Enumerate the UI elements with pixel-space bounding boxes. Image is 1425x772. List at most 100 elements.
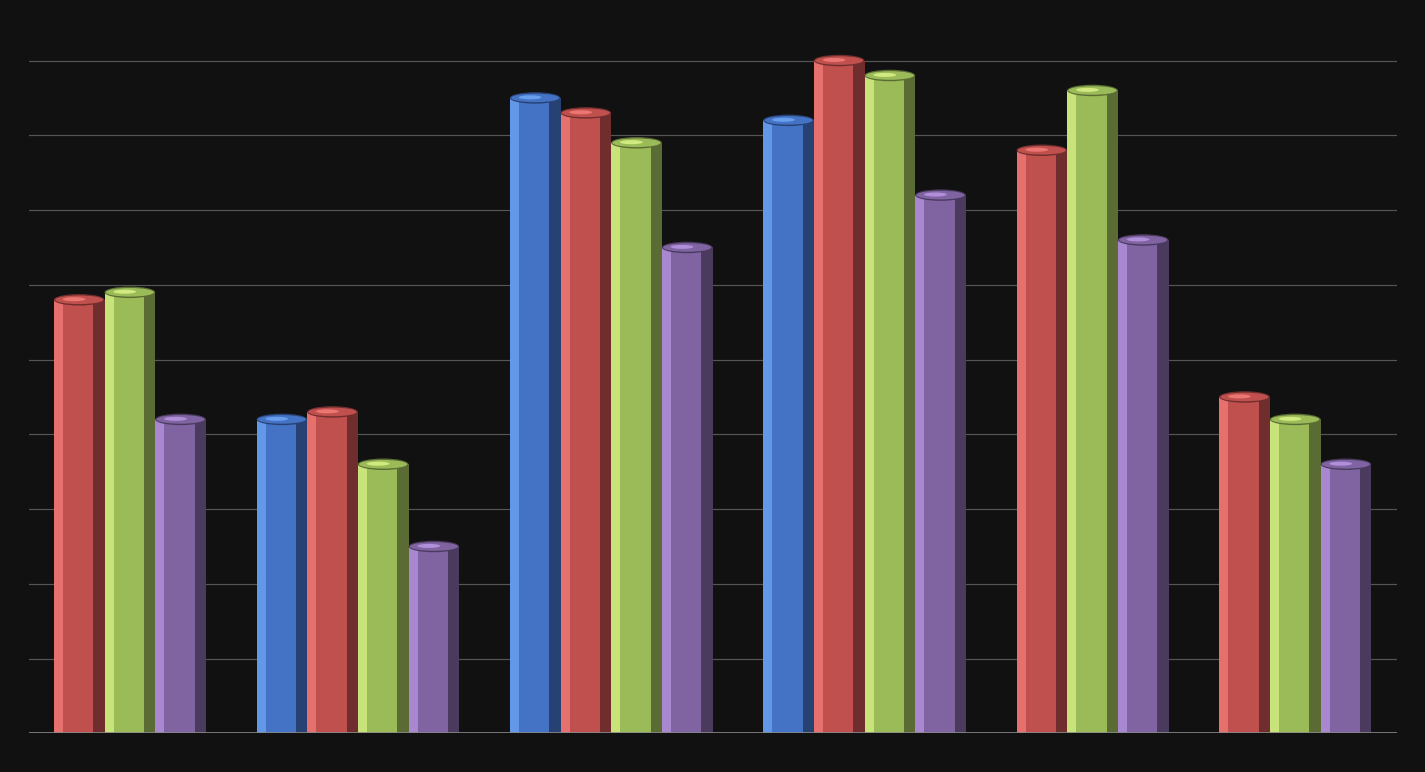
Ellipse shape (1220, 391, 1270, 403)
Ellipse shape (764, 114, 814, 126)
Bar (358, 464, 368, 733)
Ellipse shape (358, 459, 409, 470)
Ellipse shape (54, 294, 104, 306)
Ellipse shape (265, 417, 288, 421)
Bar (915, 195, 925, 733)
Bar (256, 419, 265, 733)
Ellipse shape (1117, 234, 1168, 245)
Ellipse shape (1067, 85, 1117, 96)
Bar (611, 143, 661, 733)
Ellipse shape (105, 288, 154, 296)
Ellipse shape (1069, 86, 1117, 95)
Bar (661, 248, 671, 733)
Bar (296, 419, 308, 733)
Ellipse shape (671, 245, 694, 249)
Ellipse shape (611, 137, 661, 148)
Bar (1220, 397, 1228, 733)
Bar (155, 419, 205, 733)
Bar (104, 293, 114, 733)
Ellipse shape (613, 138, 661, 147)
Ellipse shape (661, 242, 712, 253)
Bar (764, 120, 814, 733)
Bar (915, 195, 966, 733)
Bar (854, 60, 865, 733)
Ellipse shape (874, 73, 896, 77)
Bar (1016, 151, 1067, 733)
Ellipse shape (915, 189, 966, 201)
Ellipse shape (366, 462, 389, 466)
Bar (398, 464, 409, 733)
Bar (409, 547, 459, 733)
Ellipse shape (866, 71, 913, 80)
Ellipse shape (1017, 146, 1066, 154)
Bar (144, 293, 155, 733)
Ellipse shape (1127, 237, 1150, 242)
Ellipse shape (923, 192, 946, 197)
Ellipse shape (1321, 459, 1371, 470)
Ellipse shape (155, 414, 205, 425)
Ellipse shape (258, 415, 306, 424)
Ellipse shape (308, 408, 356, 416)
Ellipse shape (308, 406, 358, 418)
Ellipse shape (560, 107, 611, 119)
Bar (560, 113, 611, 733)
Bar (54, 300, 63, 733)
Bar (1067, 90, 1117, 733)
Bar (1220, 397, 1270, 733)
Bar (611, 143, 620, 733)
Bar (701, 248, 712, 733)
Ellipse shape (1119, 235, 1167, 244)
Ellipse shape (1228, 394, 1251, 398)
Ellipse shape (1016, 144, 1067, 156)
Bar (308, 412, 316, 733)
Bar (54, 300, 104, 733)
Bar (661, 248, 712, 733)
Bar (510, 98, 560, 733)
Bar (346, 412, 358, 733)
Ellipse shape (620, 141, 643, 144)
Bar (955, 195, 966, 733)
Ellipse shape (1270, 414, 1321, 425)
Bar (1321, 464, 1371, 733)
Ellipse shape (561, 109, 610, 117)
Ellipse shape (1278, 417, 1301, 421)
Bar (447, 547, 459, 733)
Bar (651, 143, 661, 733)
Bar (1321, 464, 1330, 733)
Bar (1067, 90, 1076, 733)
Ellipse shape (1330, 462, 1352, 466)
Ellipse shape (1220, 393, 1268, 401)
Bar (1117, 240, 1127, 733)
Bar (104, 293, 155, 733)
Bar (1117, 240, 1168, 733)
Bar (802, 120, 814, 733)
Bar (1258, 397, 1270, 733)
Ellipse shape (865, 69, 915, 81)
Bar (358, 464, 409, 733)
Ellipse shape (1026, 147, 1049, 151)
Ellipse shape (822, 58, 845, 62)
Ellipse shape (772, 118, 795, 122)
Bar (560, 113, 570, 733)
Ellipse shape (519, 95, 542, 100)
Ellipse shape (359, 460, 408, 469)
Ellipse shape (56, 296, 103, 304)
Ellipse shape (409, 540, 459, 552)
Ellipse shape (570, 110, 593, 114)
Ellipse shape (410, 542, 457, 550)
Ellipse shape (815, 56, 864, 65)
Bar (865, 76, 874, 733)
Bar (1359, 464, 1371, 733)
Bar (308, 412, 358, 733)
Ellipse shape (1076, 88, 1099, 92)
Ellipse shape (1322, 460, 1369, 469)
Ellipse shape (916, 191, 965, 199)
Ellipse shape (63, 297, 86, 301)
Ellipse shape (114, 290, 137, 293)
Bar (94, 300, 104, 733)
Bar (865, 76, 915, 733)
Ellipse shape (663, 243, 711, 252)
Ellipse shape (164, 417, 187, 421)
Bar (510, 98, 519, 733)
Bar (550, 98, 560, 733)
